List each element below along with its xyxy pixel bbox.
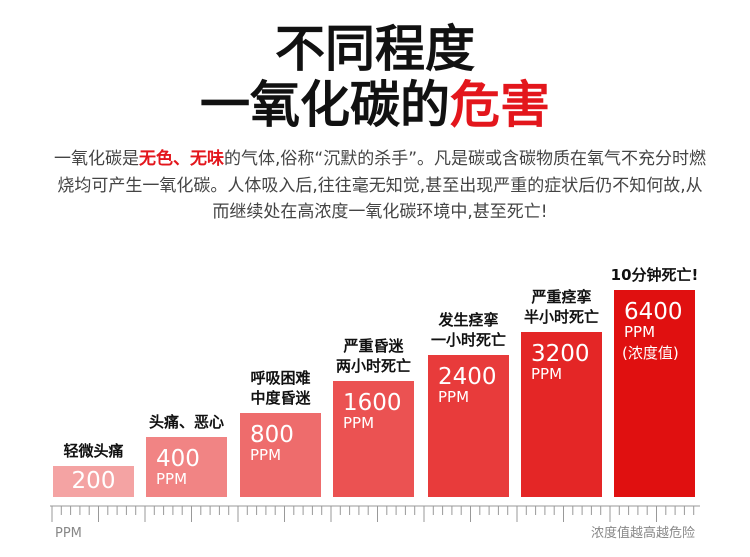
intro-text: 的气体,俗称“沉默的杀手”。凡是碳或含碳物质在氧气不充分时燃烧均可产生一氧化碳。… — [57, 149, 707, 222]
step-unit: PPM — [343, 414, 374, 432]
bar — [53, 466, 134, 497]
step-label: 一小时死亡 — [431, 331, 506, 349]
step-label: 严重痉挛 — [530, 288, 591, 306]
axis-right: 浓度值越高越危险 — [591, 525, 695, 541]
bar — [146, 437, 227, 497]
title-black: 一氧化碳的 — [200, 76, 450, 134]
title-line2: 一氧化碳的危害 — [0, 80, 750, 130]
intro-highlight: 无色、无味 — [138, 149, 224, 169]
step-label: 10分钟死亡! — [611, 266, 699, 284]
step-label: 轻微头痛 — [63, 442, 123, 460]
bar — [614, 290, 695, 497]
step-value: 800 — [250, 422, 294, 448]
step-label: 半小时死亡 — [524, 308, 599, 326]
title-red: 危害 — [450, 76, 550, 134]
bar — [240, 413, 321, 497]
step-note: (浓度值) — [622, 344, 679, 362]
bar — [428, 355, 509, 497]
step-unit: PPM — [624, 323, 655, 341]
step-unit: PPM — [156, 470, 187, 488]
intro: 一氧化碳是无色、无味的气体,俗称“沉默的杀手”。凡是碳或含碳物质在氧气不充分时燃… — [50, 146, 710, 226]
step-value: 200 — [72, 468, 116, 494]
bar — [333, 381, 414, 497]
step-label: 呼吸困难 — [250, 369, 310, 387]
axis-left: PPM — [55, 526, 82, 541]
step-label: 头痛、恶心 — [149, 413, 224, 431]
ruler — [50, 505, 700, 522]
bar — [521, 332, 602, 497]
step-label: 两小时死亡 — [336, 357, 411, 375]
intro-text: 一氧化碳是 — [53, 149, 139, 169]
step-label: 发生痉挛 — [437, 311, 498, 329]
step-unit: PPM — [438, 388, 469, 406]
step-value: 6400 — [624, 299, 683, 325]
step-value: 400 — [156, 446, 200, 472]
step-label: 严重昏迷 — [342, 337, 404, 355]
step-value: 2400 — [438, 364, 497, 390]
step-unit: PPM — [250, 446, 281, 464]
step-unit: PPM — [531, 365, 562, 383]
title-line1: 不同程度 — [275, 20, 475, 78]
step-value: 1600 — [343, 390, 402, 416]
step-label: 中度昏迷 — [250, 389, 311, 407]
step-value: 3200 — [531, 341, 590, 367]
